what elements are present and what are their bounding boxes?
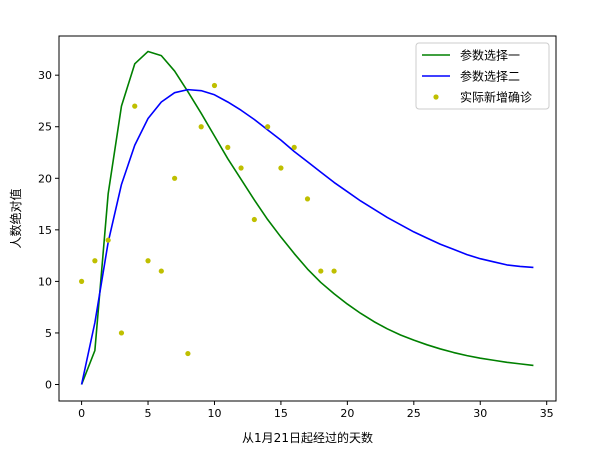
y-tick-label: 20 (38, 172, 52, 185)
plot-area (78, 50, 534, 385)
data-point (172, 175, 178, 181)
data-point (278, 165, 284, 171)
y-tick-label: 30 (38, 69, 52, 82)
data-point (265, 124, 271, 130)
x-tick-label: 20 (340, 407, 354, 420)
x-tick-label: 15 (274, 407, 288, 420)
y-axis-label: 人数绝对值 (8, 188, 23, 248)
legend-label: 实际新增确诊 (460, 90, 532, 105)
data-point (331, 268, 337, 274)
y-tick-label: 10 (38, 275, 52, 288)
legend-box (415, 42, 550, 110)
x-tick-label: 0 (78, 407, 85, 420)
x-axis-label: 从1月21日起经过的天数 (242, 430, 373, 445)
data-point (158, 268, 164, 274)
series-line-2 (80, 88, 534, 385)
series-line-1 (80, 50, 534, 385)
x-tick-label: 10 (207, 407, 221, 420)
legend-label: 参数选择一 (460, 48, 520, 63)
data-point (198, 124, 204, 130)
data-point (132, 103, 138, 109)
y-tick-label: 15 (38, 224, 52, 237)
data-point (145, 258, 151, 264)
legend-marker-swatch (433, 94, 439, 100)
y-tick-label: 0 (45, 379, 52, 392)
x-tick-label: 25 (407, 407, 421, 420)
data-point (92, 258, 98, 264)
data-point (211, 82, 218, 89)
data-point (291, 144, 297, 150)
data-point (185, 350, 191, 357)
data-point (304, 196, 311, 202)
y-tick-label: 25 (38, 121, 52, 134)
y-tick-label: 5 (45, 327, 52, 340)
axes-frame (58, 35, 557, 402)
data-point (105, 237, 111, 243)
data-point (118, 330, 125, 336)
axis-ticks: 0 5 10 15 20 25 30 35 0 5 10 15 20 25 30 (38, 69, 554, 420)
data-point (225, 144, 231, 150)
x-tick-label: 35 (540, 407, 554, 420)
data-point (78, 278, 85, 284)
data-point (238, 165, 244, 171)
legend-label: 参数选择二 (460, 69, 520, 84)
x-tick-label: 5 (145, 407, 152, 420)
data-point (318, 268, 324, 274)
data-point (251, 216, 257, 223)
x-tick-label: 30 (473, 407, 487, 420)
